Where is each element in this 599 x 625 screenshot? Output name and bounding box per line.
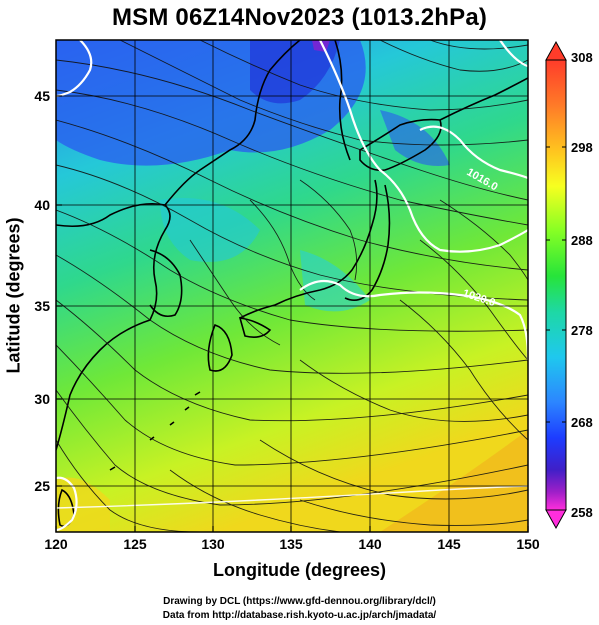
x-tick-140: 140	[358, 536, 382, 552]
x-tick-125: 125	[123, 536, 147, 552]
y-tick-45: 45	[34, 88, 50, 104]
coastlines	[56, 40, 528, 528]
y-axis-label: Latitude (degrees)	[3, 217, 24, 374]
tick-marks	[55, 95, 529, 532]
colorbar-tick-288: 288	[571, 233, 593, 248]
temperature-field	[56, 40, 528, 532]
credit-data-source: Data from http://database.rish.kyoto-u.a…	[162, 610, 437, 621]
y-tick-25: 25	[34, 478, 50, 494]
credit-drawing: Drawing by DCL (https://www.gfd-dennou.o…	[163, 596, 436, 607]
x-tick-135: 135	[279, 536, 303, 552]
x-tick-145: 145	[437, 536, 461, 552]
x-tick-120: 120	[44, 536, 68, 552]
map-title: MSM 06Z14Nov2023 (1013.2hPa)	[111, 4, 488, 31]
colorbar-tick-298: 298	[571, 140, 593, 155]
isobars	[56, 40, 528, 532]
colorbar-min-arrow	[545, 509, 567, 530]
x-tick-labels: 120 125 130 135 140 145 150	[44, 536, 540, 552]
y-tick-labels: 25 30 35 40 45	[34, 88, 50, 494]
wind-streamlines	[56, 40, 528, 532]
colorbar-max-arrow	[545, 40, 567, 61]
graticule	[56, 40, 528, 532]
colorbar: 308 298 288 278 268 258	[545, 40, 593, 530]
colorbar-tick-258: 258	[571, 505, 593, 520]
plot-frame	[55, 39, 529, 533]
colorbar-tick-268: 268	[571, 415, 593, 430]
x-axis-label: Longitude (degrees)	[212, 560, 386, 580]
y-tick-30: 30	[34, 391, 50, 407]
y-tick-35: 35	[34, 298, 50, 314]
x-tick-150: 150	[516, 536, 540, 552]
colorbar-tick-278: 278	[571, 323, 593, 338]
colorbar-tick-308: 308	[571, 50, 593, 65]
y-tick-40: 40	[34, 197, 50, 213]
x-tick-130: 130	[201, 536, 225, 552]
